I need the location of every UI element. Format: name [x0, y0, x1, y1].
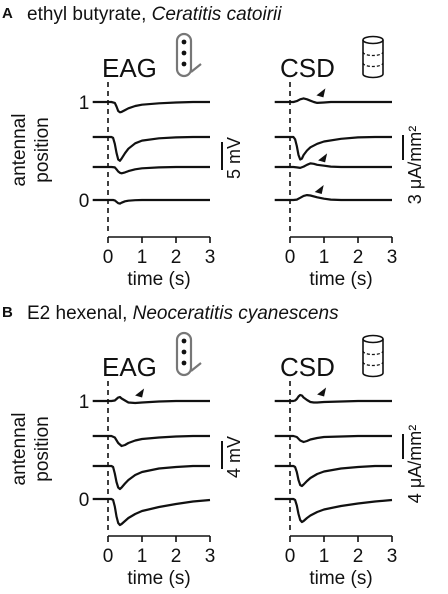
panel-letter-b: B — [2, 304, 13, 321]
panel-a-csd-trace-3 — [274, 97, 392, 104]
panel-b-csd-trace-3 — [274, 393, 392, 404]
panel-b-eag-trace-1 — [92, 464, 210, 491]
panel-a-csd-arrowhead-1 — [318, 153, 328, 163]
panel-a-csd-arrowhead-2 — [316, 88, 326, 98]
panel-b-title-compound: E2 hexenal, — [27, 303, 133, 324]
panel-a-eag-electrode-icon-site-0 — [181, 39, 187, 45]
panel-a-eag-trace-0 — [92, 198, 210, 205]
panel-a-csd-trace-2 — [274, 135, 392, 161]
panel-a-eag-xtick-label-3: 3 — [205, 247, 216, 268]
panel-a-csd-cylinder-icon-top — [362, 35, 384, 45]
panel-b-csd-xtick-label-1: 1 — [319, 546, 330, 567]
panel-a-csd-cylinder-icon-section-0 — [362, 51, 384, 57]
panel-b-eag-electrode-icon-lead — [190, 362, 202, 372]
panel-b-ylabel: antennal position — [9, 413, 53, 486]
panel-a-title: ethyl butyrate, Ceratitis catoirii — [27, 4, 282, 25]
panel-a-eag-xtick-label-0: 0 — [103, 247, 114, 268]
panel-b-csd-arrowhead-0 — [317, 387, 327, 397]
panel-a-csd-plot: CSD 0 1 2 3 time (s) 3 μA/mm² — [274, 35, 425, 290]
panel-b-ylabel-line1: antennal — [9, 413, 30, 486]
panel-b-eag-trace-0 — [92, 497, 211, 527]
panel-a-csd-cylinder-icon-section-1 — [362, 62, 384, 68]
panel-a-csd-xtick-label-1: 1 — [319, 247, 330, 268]
panel-b-eag-xlabel: time (s) — [127, 568, 190, 589]
panel-a-ylabel: antennal position — [9, 114, 53, 187]
panel-b-eag-trace-2 — [92, 434, 210, 448]
panel-b-ytick-1: 1 — [79, 392, 90, 413]
panel-a-ylabel-line1: antennal — [9, 114, 30, 187]
panel-b-eag-scale-bar-label: 4 mV — [224, 436, 244, 478]
panel-a-csd-cylinder-icon-bottom — [362, 73, 384, 79]
panel-b-csd-xlabel: time (s) — [309, 568, 372, 589]
panel-b-title-species: Neoceratitis cyanescens — [133, 303, 339, 324]
panel-b-csd-scale-bar-label: 4 μA/mm² — [405, 425, 425, 503]
panel-letter-a: A — [2, 5, 13, 22]
panel-b-csd-cylinder-icon-top — [362, 334, 384, 344]
panel-b-ytick-0: 0 — [79, 490, 90, 511]
panel-a-ytick-0: 0 — [79, 191, 90, 212]
panel-b-eag-xtick-label-2: 2 — [171, 546, 182, 567]
panel-a-eag-xtick-label-2: 2 — [171, 247, 182, 268]
panel-a-csd-trace-1 — [274, 162, 392, 169]
panel-a-eag-scale-bar-label: 5 mV — [224, 137, 244, 179]
panel-b-csd-xtick-label-0: 0 — [285, 546, 296, 567]
panel-b-eag-xtick-label-1: 1 — [137, 546, 148, 567]
panel-b-csd-trace-0 — [274, 497, 393, 524]
panel-a-title-species: Ceratitis catoirii — [152, 4, 283, 25]
panel-a-csd-xlabel: time (s) — [309, 269, 372, 290]
panel-a-csd-trace-0 — [274, 194, 392, 202]
panel-b-eag-label: EAG — [102, 352, 157, 382]
panel-b-eag-electrode-icon-site-0 — [181, 338, 187, 344]
panel-a-eag-trace-3 — [92, 100, 210, 114]
panel-a-eag-trace-1 — [92, 165, 210, 175]
panel-a-eag-electrode-icon-site-2 — [181, 61, 187, 67]
panel-b-eag-trace-3 — [92, 395, 210, 405]
panel-a-eag-label: EAG — [102, 53, 157, 83]
panel-a-eag-trace-2 — [92, 135, 210, 162]
panel-a-csd-xtick-label-2: 2 — [353, 247, 364, 268]
panel-a-eag-xtick-label-1: 1 — [137, 247, 148, 268]
panel-b-csd-trace-2 — [274, 434, 392, 444]
panel-b-eag-electrode-icon-site-2 — [181, 360, 187, 366]
panel-a-eag-electrode-icon-body — [175, 32, 193, 78]
panel-b-csd-cylinder-icon-bottom — [362, 372, 384, 378]
panel-a-csd-scale-bar-label: 3 μA/mm² — [405, 126, 425, 204]
panel-a-ylabel-line2: position — [32, 117, 53, 183]
panel-b-csd-cylinder-icon-section-1 — [362, 361, 384, 367]
panel-b-eag-electrode-icon-site-1 — [181, 349, 187, 355]
panel-b-csd-xtick-label-2: 2 — [353, 546, 364, 567]
panel-a-title-compound: ethyl butyrate, — [27, 4, 152, 25]
panel-a-eag-electrode-icon-lead — [190, 63, 202, 73]
panel-b-csd-xtick-label-3: 3 — [387, 546, 398, 567]
panel-b-csd-cylinder-icon-section-0 — [362, 350, 384, 356]
panel-a-eag-plot: EAG 0 1 2 3 time (s) 5 mV — [92, 32, 244, 290]
panel-b-plots: antennal position 1 0 EAG 0 1 2 3 time (s) 4 mV CSD… — [9, 331, 425, 589]
panel-b-ylabel-line2: position — [32, 416, 53, 482]
panel-a-ytick-1: 1 — [79, 93, 90, 114]
panel-b-eag-electrode-icon-body — [175, 331, 193, 377]
panel-a-plots: antennal position 1 0 EAG 0 1 2 3 time (s) 5 mV CSD… — [9, 32, 425, 290]
panel-a-csd-xtick-label-0: 0 — [285, 247, 296, 268]
panel-b-eag-xtick-label-3: 3 — [205, 546, 216, 567]
panel-a-csd-arrowhead-0 — [314, 185, 324, 195]
panel-b-csd-plot: CSD 0 1 2 3 time (s) 4 μA/mm² — [274, 334, 425, 589]
panel-b-eag-xtick-label-0: 0 — [103, 546, 114, 567]
panel-b-eag-arrowhead-0 — [135, 388, 145, 398]
panel-a-csd-label: CSD — [280, 53, 335, 83]
panel-b-csd-trace-1 — [274, 464, 392, 488]
panel-b-csd-label: CSD — [280, 352, 335, 382]
panel-a-csd-xtick-label-3: 3 — [387, 247, 398, 268]
panel-a-eag-electrode-icon-site-1 — [181, 50, 187, 56]
panel-b-eag-plot: EAG 0 1 2 3 time (s) 4 mV — [92, 331, 244, 589]
panel-b-title: E2 hexenal, Neoceratitis cyanescens — [27, 303, 339, 324]
panel-a-eag-xlabel: time (s) — [127, 269, 190, 290]
